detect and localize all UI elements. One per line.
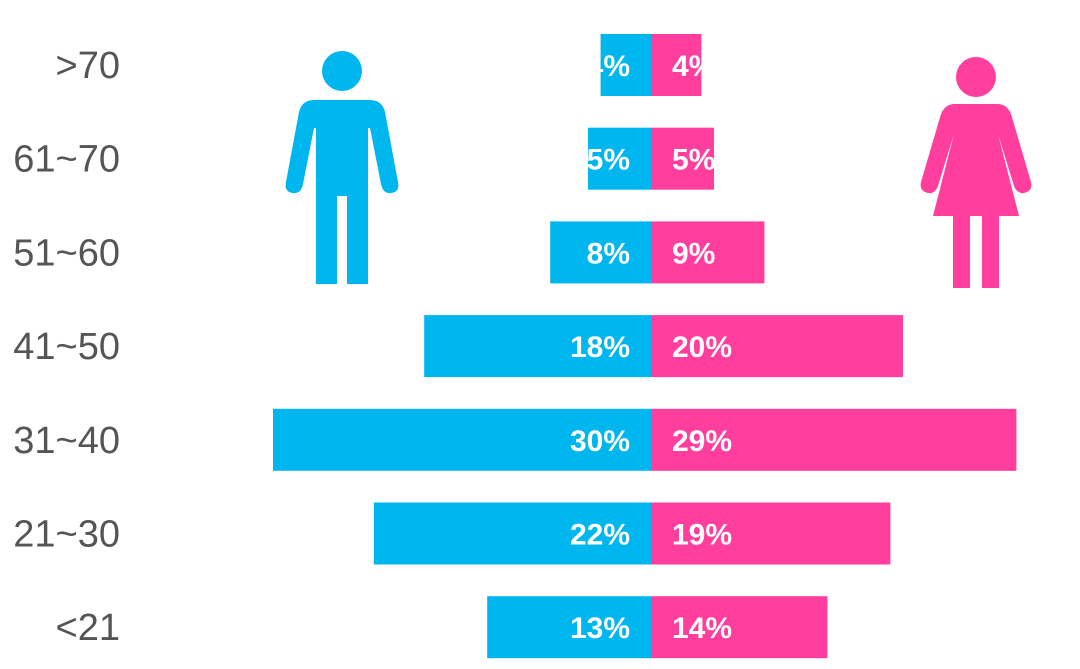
female-bar [651, 408, 1017, 471]
male-value-label: 4% [587, 50, 630, 83]
male-value-label: 18% [570, 331, 630, 364]
female-value-label: 14% [672, 612, 732, 645]
bars-group [273, 34, 1017, 659]
female-bar [651, 221, 765, 284]
male-value-label: 8% [587, 237, 630, 270]
labels-group: >70 4% 4% 61~70 5% 5% 51~60 8% 9% 41~50 18% 20% 31~4… [13, 45, 732, 649]
male-value-label: 22% [570, 519, 630, 552]
male-bar [273, 408, 651, 471]
male-bar [588, 127, 651, 190]
male-bar [373, 502, 651, 565]
age-group-label: >70 [56, 45, 120, 87]
female-value-label: 9% [672, 237, 715, 270]
female-value-label: 5% [672, 144, 715, 177]
male-figure-icon [285, 51, 399, 284]
male-bar [487, 596, 651, 659]
female-bar [651, 596, 828, 659]
female-value-label: 19% [672, 519, 732, 552]
male-value-label: 5% [587, 144, 630, 177]
female-bar [651, 315, 903, 378]
male-bar [600, 34, 651, 96]
age-group-label: 41~50 [13, 326, 120, 368]
age-group-label: 61~70 [13, 139, 120, 181]
female-bar [651, 502, 891, 565]
female-value-label: 29% [672, 425, 732, 458]
male-value-label: 13% [570, 612, 630, 645]
age-group-label: 21~30 [13, 514, 120, 556]
female-figure-icon [920, 57, 1032, 288]
male-value-label: 30% [570, 425, 630, 458]
female-value-label: 20% [672, 331, 732, 364]
age-group-label: 31~40 [13, 420, 120, 462]
age-group-label: <21 [56, 607, 120, 649]
male-bar [550, 221, 651, 284]
female-value-label: 4% [672, 50, 715, 83]
age-group-label: 51~60 [13, 232, 120, 274]
male-bar [424, 315, 651, 378]
female-bar [651, 127, 714, 190]
female-bar [651, 34, 702, 96]
